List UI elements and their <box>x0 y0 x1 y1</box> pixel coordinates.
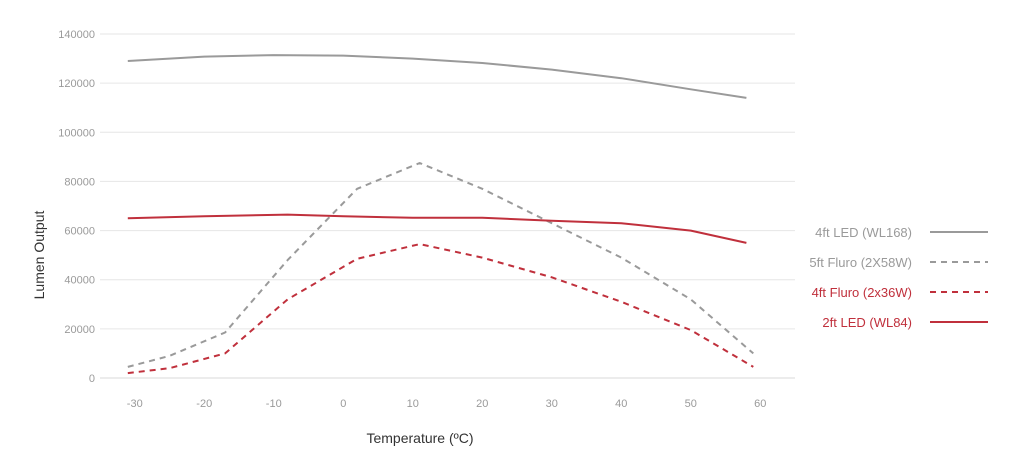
y-tick-label: 40000 <box>64 275 95 287</box>
y-axis-ticks: 0 20000 40000 60000 80000 100000 120000 140000 <box>58 29 95 385</box>
series-line-4 <box>127 213 747 244</box>
x-tick-label: -10 <box>266 398 282 410</box>
y-tick-label: 120000 <box>58 78 95 90</box>
y-axis-title: Lumen Output <box>31 211 47 300</box>
x-tick-label: 20 <box>476 398 488 410</box>
x-tick-label: 60 <box>754 398 766 410</box>
legend-label: 2ft LED (WL84) <box>822 315 912 330</box>
y-tick-label: 60000 <box>64 226 95 238</box>
y-tick-label: 100000 <box>58 127 95 139</box>
y-tick-label: 0 <box>89 373 95 385</box>
x-axis-title: Temperature (ºC) <box>366 430 473 446</box>
y-tick-label: 80000 <box>64 176 95 188</box>
x-tick-label: -30 <box>127 398 143 410</box>
x-tick-label: 0 <box>340 398 346 410</box>
x-tick-label: -20 <box>196 398 212 410</box>
x-tick-label: 10 <box>407 398 419 410</box>
x-axis-ticks: -30 -20 -10 0 10 20 30 40 50 60 <box>127 398 767 410</box>
x-tick-label: 30 <box>546 398 558 410</box>
series-line-2 <box>127 162 754 368</box>
series-line-1 <box>127 54 747 99</box>
series-line-3 <box>127 243 754 375</box>
grid-lines <box>100 33 795 330</box>
y-tick-label: 140000 <box>58 29 95 41</box>
x-tick-label: 40 <box>615 398 627 410</box>
legend-label: 4ft Fluro (2x36W) <box>812 285 912 300</box>
legend-label: 4ft LED (WL168) <box>815 225 912 240</box>
y-tick-label: 20000 <box>64 324 95 336</box>
series-lines <box>127 54 754 375</box>
x-tick-label: 50 <box>685 398 697 410</box>
legend: 4ft LED (WL168) 5ft Fluro (2X58W) 4ft Flur… <box>809 225 988 330</box>
legend-label: 5ft Fluro (2X58W) <box>809 255 912 270</box>
